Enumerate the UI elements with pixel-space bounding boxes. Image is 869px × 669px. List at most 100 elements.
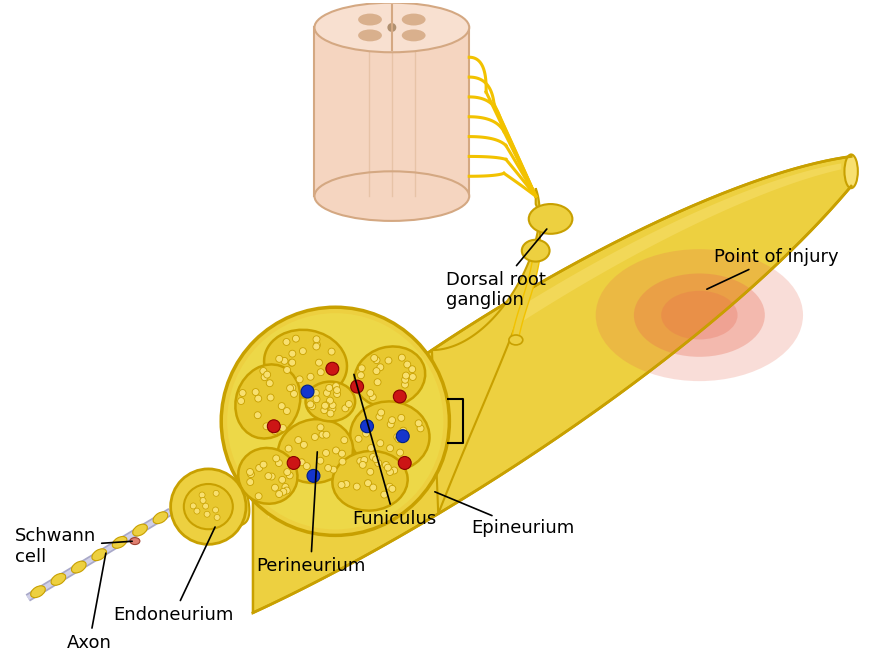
Circle shape — [292, 335, 299, 342]
Ellipse shape — [401, 13, 425, 25]
Circle shape — [319, 432, 326, 438]
Circle shape — [199, 492, 205, 498]
Text: Point of injury: Point of injury — [706, 248, 838, 289]
Ellipse shape — [112, 537, 127, 549]
Circle shape — [287, 456, 300, 470]
Circle shape — [212, 507, 218, 513]
Circle shape — [272, 425, 279, 433]
Circle shape — [190, 503, 196, 509]
Circle shape — [322, 402, 329, 409]
Ellipse shape — [92, 549, 106, 561]
Circle shape — [322, 450, 329, 456]
Circle shape — [355, 436, 362, 442]
Circle shape — [332, 447, 339, 454]
Circle shape — [282, 484, 289, 490]
Circle shape — [290, 391, 297, 397]
Circle shape — [289, 384, 295, 391]
Circle shape — [275, 490, 282, 498]
Circle shape — [264, 472, 271, 480]
Circle shape — [359, 462, 366, 468]
Circle shape — [246, 468, 253, 476]
Ellipse shape — [508, 335, 522, 345]
Circle shape — [272, 455, 279, 462]
Circle shape — [170, 469, 246, 545]
Circle shape — [376, 440, 383, 447]
Circle shape — [200, 498, 206, 504]
Circle shape — [339, 458, 346, 465]
Circle shape — [317, 369, 324, 376]
Circle shape — [289, 359, 295, 366]
Circle shape — [282, 339, 289, 345]
Circle shape — [326, 363, 338, 375]
Circle shape — [403, 361, 410, 368]
Circle shape — [214, 514, 220, 520]
Circle shape — [368, 445, 374, 452]
Ellipse shape — [634, 274, 764, 357]
Circle shape — [396, 449, 403, 456]
Circle shape — [338, 450, 345, 457]
Circle shape — [312, 389, 319, 397]
Circle shape — [283, 407, 290, 415]
Circle shape — [283, 367, 290, 373]
Circle shape — [301, 385, 314, 398]
Ellipse shape — [51, 573, 66, 585]
Circle shape — [202, 503, 209, 509]
Ellipse shape — [235, 365, 300, 438]
Circle shape — [322, 402, 328, 409]
Circle shape — [387, 23, 396, 32]
Circle shape — [307, 373, 314, 380]
Circle shape — [401, 381, 408, 388]
Circle shape — [364, 480, 371, 486]
Ellipse shape — [30, 586, 45, 597]
Ellipse shape — [305, 381, 355, 421]
Text: Funiculus: Funiculus — [352, 375, 436, 528]
Circle shape — [328, 348, 335, 355]
Circle shape — [356, 458, 363, 464]
Circle shape — [385, 357, 392, 364]
Ellipse shape — [183, 484, 233, 529]
Circle shape — [213, 490, 219, 496]
Polygon shape — [268, 163, 840, 518]
Circle shape — [370, 355, 377, 361]
Circle shape — [254, 411, 261, 419]
Circle shape — [194, 508, 200, 514]
Polygon shape — [431, 188, 540, 514]
Circle shape — [239, 389, 246, 397]
Ellipse shape — [153, 512, 168, 524]
Text: Epineurium: Epineurium — [434, 492, 574, 537]
Circle shape — [396, 429, 408, 443]
Circle shape — [275, 355, 282, 363]
Circle shape — [367, 389, 374, 397]
Circle shape — [221, 307, 449, 535]
Circle shape — [321, 407, 328, 413]
Circle shape — [367, 468, 374, 475]
Circle shape — [338, 482, 345, 488]
Circle shape — [313, 336, 320, 343]
Circle shape — [369, 484, 376, 491]
Circle shape — [260, 461, 267, 468]
Ellipse shape — [332, 451, 408, 510]
Circle shape — [267, 420, 280, 433]
Circle shape — [323, 389, 330, 397]
Circle shape — [271, 427, 278, 434]
Circle shape — [252, 389, 259, 395]
Circle shape — [358, 365, 365, 372]
Circle shape — [333, 387, 340, 393]
Circle shape — [373, 367, 380, 375]
Ellipse shape — [595, 249, 802, 381]
Polygon shape — [253, 157, 850, 613]
Circle shape — [397, 414, 404, 421]
Circle shape — [382, 462, 389, 468]
Circle shape — [289, 350, 295, 357]
Circle shape — [328, 402, 335, 409]
Circle shape — [390, 467, 397, 474]
Ellipse shape — [133, 524, 147, 536]
Circle shape — [255, 464, 262, 472]
Circle shape — [387, 421, 394, 428]
Circle shape — [374, 379, 381, 385]
Circle shape — [313, 341, 320, 349]
Circle shape — [299, 348, 306, 355]
Ellipse shape — [354, 347, 425, 407]
Circle shape — [300, 442, 307, 448]
Circle shape — [375, 413, 382, 420]
